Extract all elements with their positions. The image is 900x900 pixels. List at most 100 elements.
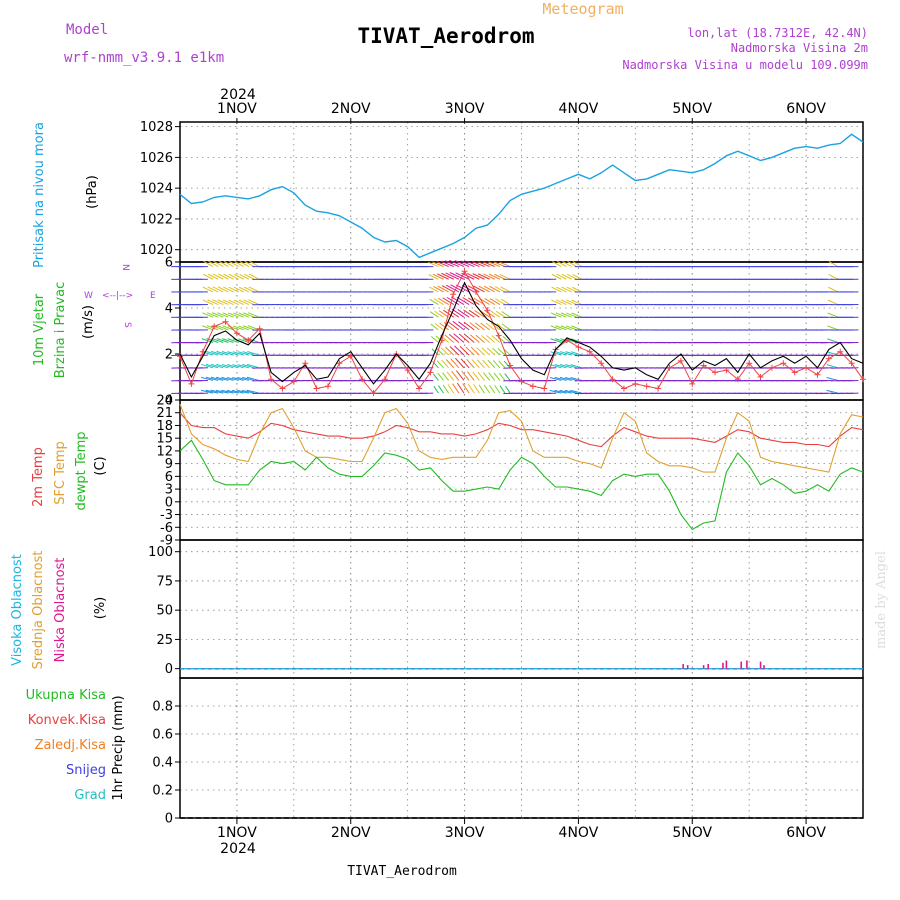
- watermark: made by Angel: [874, 551, 889, 649]
- wind-arrow: [550, 325, 562, 331]
- gust-point: [700, 362, 707, 369]
- model-name: wrf-nmm_v3.9.1 e1km: [64, 50, 224, 66]
- wind-arrow: [234, 261, 244, 268]
- wind-arrow: [207, 299, 219, 306]
- bottom-day-label: 2NOV: [331, 825, 371, 841]
- wind-arrow: [566, 286, 577, 293]
- grid-panel-3: 0 25 50 75 100: [148, 539, 864, 679]
- wind-arrow: [216, 350, 229, 356]
- wind-arrow: [551, 299, 562, 306]
- cloud-unit: (%): [93, 597, 108, 620]
- wind-arrow: [460, 260, 475, 268]
- y-tick-label: -3: [160, 508, 173, 523]
- gust-point: [666, 364, 673, 371]
- wind-arrow: [242, 351, 255, 356]
- wind-arrow: [438, 385, 444, 394]
- gust-point: [507, 362, 514, 369]
- wind-arrow: [444, 334, 455, 343]
- pressure-line: [179, 133, 864, 259]
- wind-arrow: [482, 261, 495, 268]
- wind-arrow: [477, 371, 485, 381]
- wind-arrow: [828, 261, 839, 268]
- wind-arrow: [239, 261, 250, 268]
- wind-arrow: [237, 377, 249, 381]
- wind-arrow: [446, 284, 460, 293]
- wind-arrow: [248, 299, 260, 306]
- gust-point: [723, 367, 730, 374]
- wind-arrow: [495, 310, 506, 318]
- wind-arrow: [207, 273, 219, 280]
- wind-arrow: [429, 311, 439, 318]
- gust-point: [814, 371, 821, 378]
- wind-arrow: [441, 285, 455, 293]
- wind-arrow: [470, 334, 480, 343]
- wind-arrow: [212, 286, 224, 293]
- gust-point: [780, 360, 787, 367]
- wind-arrow: [461, 284, 475, 293]
- wind-arrow: [208, 260, 219, 268]
- wind-arrow: [206, 350, 219, 356]
- wind-arrow: [464, 334, 475, 343]
- wind-arrow: [222, 299, 234, 306]
- wind-arrow: [212, 299, 224, 306]
- cloud-ylabel-high: Visoka Oblacnost: [10, 554, 25, 666]
- wind-arrow: [467, 383, 475, 394]
- wind-arrow: [472, 260, 485, 268]
- wind-arrow: [565, 364, 577, 369]
- wind-arrow: [441, 272, 454, 280]
- wind-arrow: [463, 321, 475, 331]
- y-tick-label: 100: [148, 545, 173, 560]
- y-tick-label: 0: [165, 394, 173, 409]
- wind-arrow: [826, 364, 839, 369]
- gust-point: [768, 364, 775, 371]
- wind-arrow: [428, 261, 439, 268]
- y-tick-label: 1028: [140, 120, 173, 135]
- wind-arrow: [462, 297, 475, 305]
- gust-point: [598, 360, 605, 367]
- wind-arrow: [492, 347, 501, 356]
- gust-point: [495, 332, 502, 339]
- wind-arrow: [244, 273, 255, 280]
- wind-arrow: [554, 376, 567, 381]
- wind-arrow: [436, 347, 444, 356]
- wind-arrow: [463, 309, 475, 318]
- wind-arrow: [221, 376, 234, 381]
- wind-arrow: [555, 325, 567, 331]
- wind-arrow: [227, 312, 239, 318]
- wind-arrow: [211, 337, 224, 343]
- gust-point: [643, 383, 650, 390]
- wind-arrow: [222, 338, 234, 343]
- wind-arrow: [446, 371, 455, 381]
- top-day-label: 5NOV: [672, 101, 712, 117]
- wind-arrow: [570, 351, 582, 356]
- gust-point: [313, 385, 320, 392]
- wind-arrow: [442, 297, 455, 305]
- wind-arrow: [559, 364, 572, 369]
- gust-point: [222, 318, 229, 325]
- top-day-labels: 1NOV 2NOV 3NOV 4NOV 5NOV 6NOV: [217, 101, 826, 124]
- gust-point: [689, 380, 696, 387]
- wind-arrow: [203, 260, 214, 268]
- wind-arrow: [828, 286, 839, 293]
- wind-arrow: [565, 325, 577, 331]
- wind-arrow: [493, 372, 501, 381]
- wind-arrow: [550, 338, 562, 343]
- wind-arrow: [460, 358, 470, 369]
- wind-arrow: [456, 382, 465, 394]
- wind-arrow: [216, 338, 229, 343]
- rose-east: E: [150, 291, 156, 301]
- wind-arrow: [452, 383, 460, 394]
- cloud-low-bar: [686, 665, 689, 669]
- wind-arrow: [556, 286, 567, 293]
- wind-arrow: [477, 261, 490, 268]
- gust-point: [620, 385, 627, 392]
- wind-arrow: [430, 323, 439, 331]
- wind-arrow: [248, 286, 260, 293]
- wind-arrow: [485, 322, 496, 331]
- wind-arrow: [221, 363, 234, 369]
- wind-arrow: [488, 372, 496, 381]
- wind-arrow: [504, 385, 511, 394]
- bottom-day-label: 4NOV: [559, 825, 599, 841]
- wind-arrow: [202, 273, 214, 280]
- wind-arrow: [555, 299, 567, 306]
